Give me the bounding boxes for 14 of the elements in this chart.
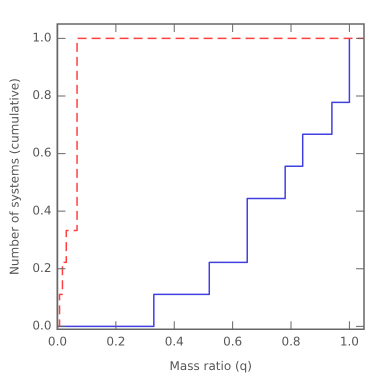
- y-axis-title: Number of systems (cumulative): [7, 78, 22, 276]
- x-tick-label: 0.8: [281, 334, 301, 349]
- x-tick-label: 0.0: [48, 334, 68, 349]
- x-axis-title: Mass ratio (q): [169, 358, 252, 373]
- y-tick-label: 0.6: [32, 146, 52, 160]
- x-tick-label: 0.4: [164, 334, 184, 349]
- y-tick-label: 0.2: [32, 260, 52, 275]
- x-tick-label: 0.6: [223, 334, 242, 349]
- y-tick-label: 0.0: [32, 318, 52, 332]
- y-tick-label: 1.0: [32, 30, 52, 45]
- x-tick-label: 0.2: [106, 334, 126, 349]
- y-tick-label: 0.4: [32, 203, 52, 218]
- y-tick-label: 0.8: [32, 88, 52, 102]
- x-tick-label: 1.0: [340, 334, 359, 349]
